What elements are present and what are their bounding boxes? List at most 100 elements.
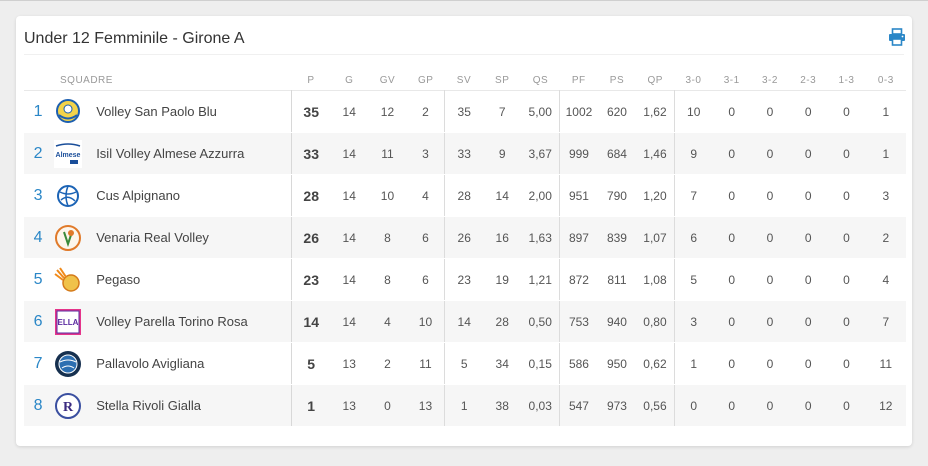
stat-cell-qp: 1,46 xyxy=(636,132,675,175)
stat-cell-ps: 973 xyxy=(597,384,637,427)
stat-cell-qs: 0,50 xyxy=(521,300,560,343)
stat-cell-r13: 0 xyxy=(827,300,866,343)
stat-cell-qs: 2,00 xyxy=(521,174,560,217)
logo-pegaso xyxy=(54,266,82,294)
stat-cell-r03: 12 xyxy=(865,384,906,427)
table-row[interactable]: 1 Volley San Paolo Blu 35 14 12 2 35 7 5,00 1002 6… xyxy=(24,90,906,133)
position-cell: 7 xyxy=(24,342,53,385)
svg-text:Almese: Almese xyxy=(56,152,81,159)
stat-cell-r30: 1 xyxy=(673,342,713,385)
points-cell: 33 xyxy=(291,132,331,175)
table-row[interactable]: 7 Pallavolo Avigliana 5 13 2 11 5 34 0,15 586 950 0… xyxy=(24,342,906,385)
stat-cell-qp: 1,20 xyxy=(636,174,675,217)
stat-cell-pf: 897 xyxy=(559,216,598,259)
stat-cell-r31: 0 xyxy=(712,300,751,343)
logo-parella: ELLA xyxy=(54,308,82,336)
table-row[interactable]: 8 R Stella Rivoli Gialla 1 13 0 13 1 38 0,03 547 97… xyxy=(24,384,906,427)
logo-cus-alpignano xyxy=(54,182,82,210)
stat-cell-r23: 0 xyxy=(789,132,828,175)
points-cell: 26 xyxy=(291,216,331,259)
column-header[interactable]: PF xyxy=(571,74,586,86)
stat-cell-r03: 1 xyxy=(865,132,906,175)
stat-cell-r03: 11 xyxy=(865,342,906,385)
team-name[interactable]: Pallavolo Avigliana xyxy=(96,356,205,371)
print-icon[interactable] xyxy=(888,28,906,46)
stat-cell-r23: 0 xyxy=(789,90,828,133)
column-header[interactable]: P xyxy=(307,74,315,86)
team-name[interactable]: Cus Alpignano xyxy=(96,188,181,203)
stat-cell-qs: 1,21 xyxy=(521,258,560,301)
stat-cell-r03: 2 xyxy=(865,216,906,259)
column-header[interactable]: 3-0 xyxy=(685,74,702,86)
table-row[interactable]: 4 Venaria Real Volley 26 14 8 6 26 16 1,63 897 839… xyxy=(24,216,906,259)
team-cell[interactable]: Pegaso xyxy=(52,258,292,301)
table-row[interactable]: 3 Cus Alpignano 28 14 10 4 28 14 2,00 951 790 1,20 7… xyxy=(24,174,906,217)
points-cell: 5 xyxy=(291,342,331,385)
stat-cell-sp: 7 xyxy=(483,90,522,133)
team-cell[interactable]: R Stella Rivoli Gialla xyxy=(52,384,292,427)
table-row[interactable]: 2 Almese Isil Volley Almese Azzurra 33 14 11 3… xyxy=(24,132,906,175)
stat-cell-pf: 753 xyxy=(559,300,598,343)
stat-cell-r03: 3 xyxy=(865,174,906,217)
column-header[interactable]: 2-3 xyxy=(800,74,817,86)
stat-cell-sp: 34 xyxy=(483,342,522,385)
stat-cell-r23: 0 xyxy=(789,300,828,343)
stat-cell-r32: 0 xyxy=(750,174,790,217)
stat-cell-sv: 35 xyxy=(444,90,484,133)
column-header[interactable]: GP xyxy=(417,74,434,86)
team-name[interactable]: Volley Parella Torino Rosa xyxy=(96,314,248,329)
column-header[interactable]: 1-3 xyxy=(838,74,855,86)
stat-cell-r13: 0 xyxy=(827,132,866,175)
stat-cell-r32: 0 xyxy=(750,258,790,301)
team-cell[interactable]: Volley San Paolo Blu xyxy=(52,90,292,133)
stat-cell-g: 14 xyxy=(330,90,369,133)
stat-cell-r30: 0 xyxy=(673,384,713,427)
svg-text:R: R xyxy=(63,400,74,415)
stat-cell-r23: 0 xyxy=(789,258,828,301)
table-row[interactable]: 5 Pegaso 23 14 8 6 23 19 1,21 872 811 1,08 5 0 0 0 0 4 xyxy=(24,258,906,301)
column-header[interactable]: QP xyxy=(647,74,663,86)
team-name[interactable]: Isil Volley Almese Azzurra xyxy=(96,146,245,161)
team-cell[interactable]: Almese Isil Volley Almese Azzurra xyxy=(52,132,292,175)
logo-venaria xyxy=(54,224,82,252)
stat-cell-pf: 586 xyxy=(559,342,598,385)
svg-text:ELLA: ELLA xyxy=(58,318,79,327)
team-cell[interactable]: Cus Alpignano xyxy=(52,174,292,217)
team-cell[interactable]: Pallavolo Avigliana xyxy=(52,342,292,385)
points-cell: 1 xyxy=(291,384,331,427)
column-header[interactable]: SP xyxy=(495,74,510,86)
column-header[interactable]: G xyxy=(345,74,354,86)
stat-cell-sp: 9 xyxy=(483,132,522,175)
stat-cell-sp: 28 xyxy=(483,300,522,343)
position-cell: 6 xyxy=(24,300,53,343)
column-header[interactable]: QS xyxy=(532,74,549,86)
column-header[interactable]: 3-2 xyxy=(761,74,778,86)
team-name[interactable]: Volley San Paolo Blu xyxy=(96,104,217,119)
column-header[interactable]: PS xyxy=(609,74,625,86)
stat-cell-g: 14 xyxy=(330,258,369,301)
team-name[interactable]: Venaria Real Volley xyxy=(96,230,209,245)
stat-cell-r32: 0 xyxy=(750,216,790,259)
stat-cell-qp: 1,07 xyxy=(636,216,675,259)
stat-cell-ps: 839 xyxy=(597,216,637,259)
column-header[interactable]: 0-3 xyxy=(877,74,894,86)
team-name[interactable]: Stella Rivoli Gialla xyxy=(96,398,201,413)
stat-cell-qs: 1,63 xyxy=(521,216,560,259)
stat-cell-g: 14 xyxy=(330,132,369,175)
team-name[interactable]: Pegaso xyxy=(96,272,141,287)
stat-cell-qp: 0,56 xyxy=(636,384,675,427)
column-header[interactable]: 3-1 xyxy=(723,74,740,86)
stat-cell-ps: 940 xyxy=(597,300,637,343)
column-header[interactable]: SQUADRE xyxy=(60,74,113,86)
stat-cell-sp: 38 xyxy=(483,384,522,427)
stat-cell-r03: 7 xyxy=(865,300,906,343)
table-row[interactable]: 6 ELLA Volley Parella Torino Rosa 14 14 4 10 14… xyxy=(24,300,906,343)
team-cell[interactable]: Venaria Real Volley xyxy=(52,216,292,259)
stat-cell-pf: 872 xyxy=(559,258,598,301)
column-header[interactable]: SV xyxy=(456,74,472,86)
team-cell[interactable]: ELLA Volley Parella Torino Rosa xyxy=(52,300,292,343)
stat-cell-sv: 28 xyxy=(444,174,484,217)
stat-cell-r23: 0 xyxy=(789,384,828,427)
stat-cell-qp: 0,62 xyxy=(636,342,675,385)
column-header[interactable]: GV xyxy=(379,74,396,86)
